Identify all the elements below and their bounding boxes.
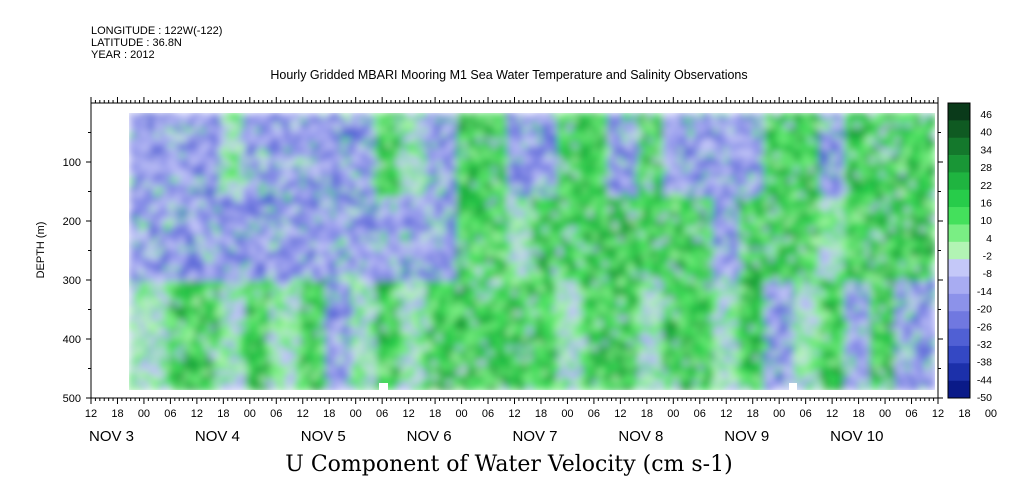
colorbar-label: -50	[977, 392, 992, 404]
x-day-label: NOV 10	[830, 428, 883, 445]
x-hour-label: 18	[641, 408, 653, 420]
colorbar-swatch	[948, 293, 970, 312]
colorbar-swatch	[948, 241, 970, 260]
y-tick-label: 500	[63, 393, 81, 405]
missing-data-gap	[379, 383, 388, 390]
colorbar-frame	[947, 102, 971, 399]
x-hour-label: 12	[826, 408, 838, 420]
colorbar-label: -2	[983, 251, 992, 263]
colorbar-swatch	[948, 328, 970, 347]
x-hour-label: 00	[455, 408, 467, 420]
colorbar-swatch	[948, 120, 970, 139]
x-hour-label: 18	[852, 408, 864, 420]
x-hour-label: 06	[376, 408, 388, 420]
x-day-label: NOV 3	[89, 428, 134, 445]
colorbar-label: -26	[977, 321, 992, 333]
colorbar-label: -38	[977, 357, 992, 369]
x-hour-label: 18	[429, 408, 441, 420]
colorbar-swatch	[948, 155, 970, 173]
y-tick-label: 100	[63, 157, 81, 169]
colorbar-label: -20	[977, 304, 992, 316]
colorbar-swatch	[948, 276, 970, 295]
x-day-label: NOV 7	[513, 428, 558, 445]
colorbar-swatch	[948, 345, 970, 364]
colorbar-swatch	[948, 172, 970, 191]
colorbar-swatch	[948, 224, 970, 243]
colorbar-label: 10	[980, 215, 992, 227]
colorbar-swatch	[948, 311, 970, 329]
y-tick-label: 300	[63, 275, 81, 287]
x-hour-label: 00	[879, 408, 891, 420]
colorbar-label: -44	[977, 374, 992, 386]
x-hour-label: 18	[958, 408, 970, 420]
x-hour-label: 00	[773, 408, 785, 420]
x-hour-label: 18	[217, 408, 229, 420]
longitude-label: LONGITUDE : 122W(-122)	[91, 25, 223, 37]
y-axis-label: DEPTH (m)	[35, 222, 47, 279]
x-hour-label: 12	[85, 408, 97, 420]
colorbar-label: 34	[980, 144, 992, 156]
x-hour-label: 12	[720, 408, 732, 420]
x-day-label: NOV 4	[195, 428, 240, 445]
colorbar-swatch	[948, 137, 970, 156]
heatmap-field	[129, 113, 935, 390]
x-hour-label: 12	[297, 408, 309, 420]
x-hour-label: 00	[667, 408, 679, 420]
colorbar-swatch	[948, 380, 970, 399]
colorbar-label: 22	[980, 180, 992, 192]
colorbar-swatch	[948, 189, 970, 208]
colorbar-label: 4	[986, 233, 992, 245]
x-hour-label: 06	[482, 408, 494, 420]
x-hour-label: 12	[403, 408, 415, 420]
y-tick-label: 200	[63, 216, 81, 228]
x-hour-label: 00	[561, 408, 573, 420]
x-day-label: NOV 5	[301, 428, 346, 445]
x-hour-label: 06	[588, 408, 600, 420]
main-title: U Component of Water Velocity (cm s-1)	[285, 452, 733, 477]
colorbar-swatch	[948, 207, 970, 225]
x-hour-label: 00	[985, 408, 997, 420]
x-hour-label: 18	[747, 408, 759, 420]
x-day-label: NOV 6	[407, 428, 452, 445]
colorbar-label: 28	[980, 162, 992, 174]
y-tick-label: 400	[63, 334, 81, 346]
x-hour-label: 06	[694, 408, 706, 420]
missing-data-gap	[789, 383, 797, 390]
x-hour-label: 06	[270, 408, 282, 420]
x-day-label: NOV 9	[724, 428, 769, 445]
x-hour-label: 18	[323, 408, 335, 420]
colorbar-label: 16	[980, 197, 992, 209]
colorbar-label: -32	[977, 339, 992, 351]
x-hour-label: 12	[191, 408, 203, 420]
x-hour-label: 06	[164, 408, 176, 420]
x-hour-label: 00	[350, 408, 362, 420]
x-day-label: NOV 8	[618, 428, 663, 445]
colorbar-swatch	[948, 363, 970, 381]
x-hour-label: 18	[535, 408, 547, 420]
x-hour-label: 18	[111, 408, 123, 420]
x-hour-label: 12	[932, 408, 944, 420]
colorbar-label: -8	[983, 268, 992, 280]
x-hour-label: 00	[138, 408, 150, 420]
colorbar-label: 40	[980, 127, 992, 139]
x-hour-label: 06	[800, 408, 812, 420]
x-hour-label: 00	[244, 408, 256, 420]
x-hour-label: 12	[508, 408, 520, 420]
x-hour-label: 12	[614, 408, 626, 420]
colorbar-label: -14	[977, 286, 992, 298]
latitude-label: LATITUDE : 36.8N	[91, 37, 182, 49]
x-hour-label: 06	[905, 408, 917, 420]
colorbar-swatch	[948, 259, 970, 277]
chart-title: Hourly Gridded MBARI Mooring M1 Sea Wate…	[270, 68, 748, 82]
colorbar-label: 46	[980, 109, 992, 121]
year-label: YEAR : 2012	[91, 49, 155, 61]
colorbar-swatch	[948, 103, 970, 121]
